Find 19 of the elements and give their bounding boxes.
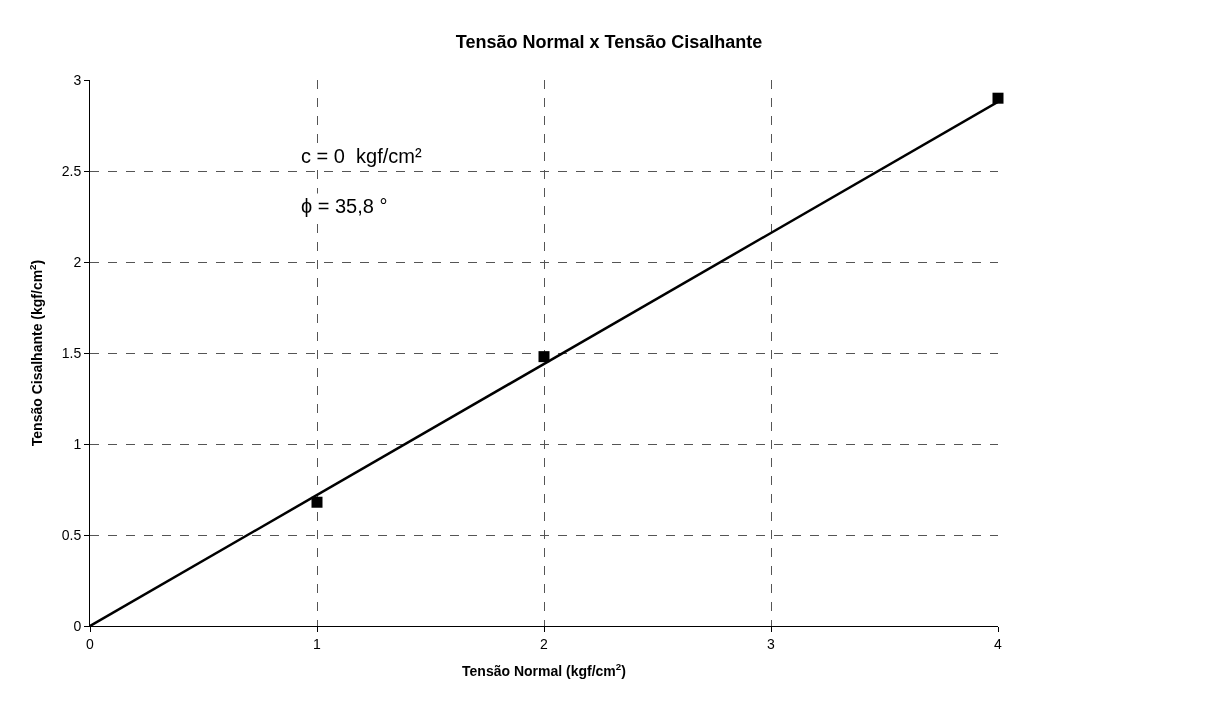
point <box>311 496 323 508</box>
y-tick-label: 2 <box>73 253 82 270</box>
x-tick-label: 0 <box>86 635 95 652</box>
x-tick-label: 2 <box>540 635 549 652</box>
y-tick-label: 1 <box>73 435 82 452</box>
y-tick-label: 3 <box>73 71 82 88</box>
y-tick-label: 0.5 <box>61 526 82 543</box>
y-tick-label: 0 <box>73 617 82 634</box>
point <box>538 351 550 363</box>
x-axis-title: Tensão Normal (kgf/cm$^{2}$) <box>462 661 626 680</box>
x-tick-label: 3 <box>767 635 776 652</box>
x-tick-label: 1 <box>313 635 322 652</box>
x-tick-label: 4 <box>994 635 1003 652</box>
y-tick-label: 2.5 <box>61 162 82 179</box>
y-tick-label: 1.5 <box>61 344 82 361</box>
point <box>992 92 1004 104</box>
chart-title: Tensão Normal x Tensão Cisalhante <box>455 31 763 52</box>
annotation: c = 0 kgf/cm² <box>301 145 422 167</box>
annotation: ϕ = 35,8 ° <box>301 195 388 217</box>
